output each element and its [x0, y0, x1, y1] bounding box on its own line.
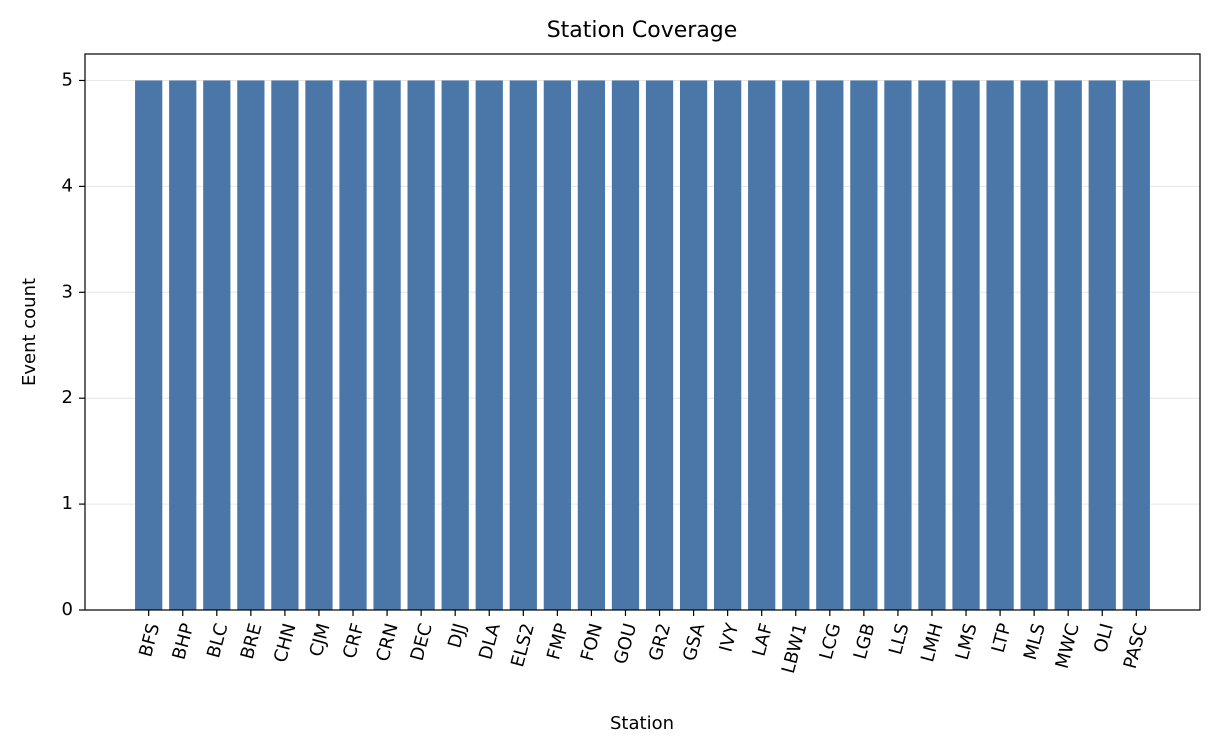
bar	[645, 80, 674, 610]
bar	[748, 80, 776, 610]
bar	[271, 80, 299, 610]
y-tick-label: 3	[62, 281, 73, 302]
x-tick-label: LMS	[952, 621, 982, 662]
x-tick-label: CRN	[372, 621, 402, 664]
bar	[1054, 80, 1082, 610]
x-tick-label: BRE	[237, 621, 267, 661]
bar	[611, 80, 640, 610]
x-tick-label: LCG	[816, 621, 846, 662]
y-axis-label: Event count	[19, 278, 40, 386]
x-tick-label: FMP	[543, 621, 573, 662]
bar	[1122, 80, 1150, 610]
bar	[203, 80, 231, 610]
x-tick-label: IVY	[716, 620, 744, 654]
x-tick-label: MWC	[1052, 621, 1084, 671]
x-tick-label: DEC	[407, 621, 437, 663]
bar	[305, 80, 333, 610]
bar	[237, 80, 265, 610]
bar	[441, 80, 469, 610]
x-tick-label: OLI	[1090, 621, 1118, 655]
x-tick-label: CHN	[270, 621, 301, 665]
bar	[679, 80, 708, 610]
x-tick-label: BLC	[203, 621, 232, 660]
bar	[714, 80, 742, 610]
y-tick-label: 1	[62, 493, 73, 514]
bar	[1088, 80, 1116, 610]
x-tick-label: ELS2	[507, 621, 539, 669]
y-tick-label: 5	[62, 69, 73, 90]
bar	[1020, 80, 1048, 610]
y-tick-label: 4	[62, 175, 73, 196]
x-tick-label: DJJ	[444, 621, 471, 650]
bar	[543, 80, 571, 610]
x-tick-label: LTP	[988, 621, 1016, 655]
bar	[169, 80, 197, 610]
bar	[407, 80, 435, 610]
bar	[339, 80, 367, 610]
bar	[475, 80, 503, 610]
x-tick-label: FON	[577, 621, 607, 663]
x-axis-label: Station	[610, 713, 674, 734]
x-tick-label: MLS	[1020, 621, 1050, 662]
x-tick-label: GOU	[610, 621, 641, 666]
x-tick-label: LMH	[917, 621, 947, 664]
bar	[816, 80, 844, 610]
bar	[918, 80, 946, 610]
x-tick-label: CJM	[306, 621, 335, 659]
bar	[509, 80, 537, 610]
x-tick-label: LAF	[749, 621, 778, 658]
plot-frame	[84, 53, 1201, 611]
x-tick-label: BHP	[169, 621, 199, 662]
x-tick-label: BFS	[135, 621, 164, 659]
bar	[373, 80, 401, 610]
x-tick-label: GR2	[645, 621, 675, 663]
x-tick-label: LGB	[850, 621, 880, 662]
x-tick-label: GSA	[679, 620, 709, 663]
bar	[884, 80, 912, 610]
bar	[577, 80, 606, 610]
bar	[782, 80, 810, 610]
x-tick-label: PASC	[1120, 621, 1152, 671]
bar	[986, 80, 1014, 610]
bar	[952, 80, 980, 610]
bar	[135, 80, 163, 610]
y-tick-label: 0	[62, 599, 73, 620]
x-tick-label: DLA	[475, 620, 505, 661]
x-tick-label: LLS	[885, 621, 913, 657]
bar	[850, 80, 878, 610]
x-tick-label: LBW1	[778, 621, 811, 676]
y-tick-label: 2	[62, 387, 73, 408]
chart-title: Station Coverage	[547, 18, 738, 43]
x-tick-label: CRF	[339, 621, 368, 661]
